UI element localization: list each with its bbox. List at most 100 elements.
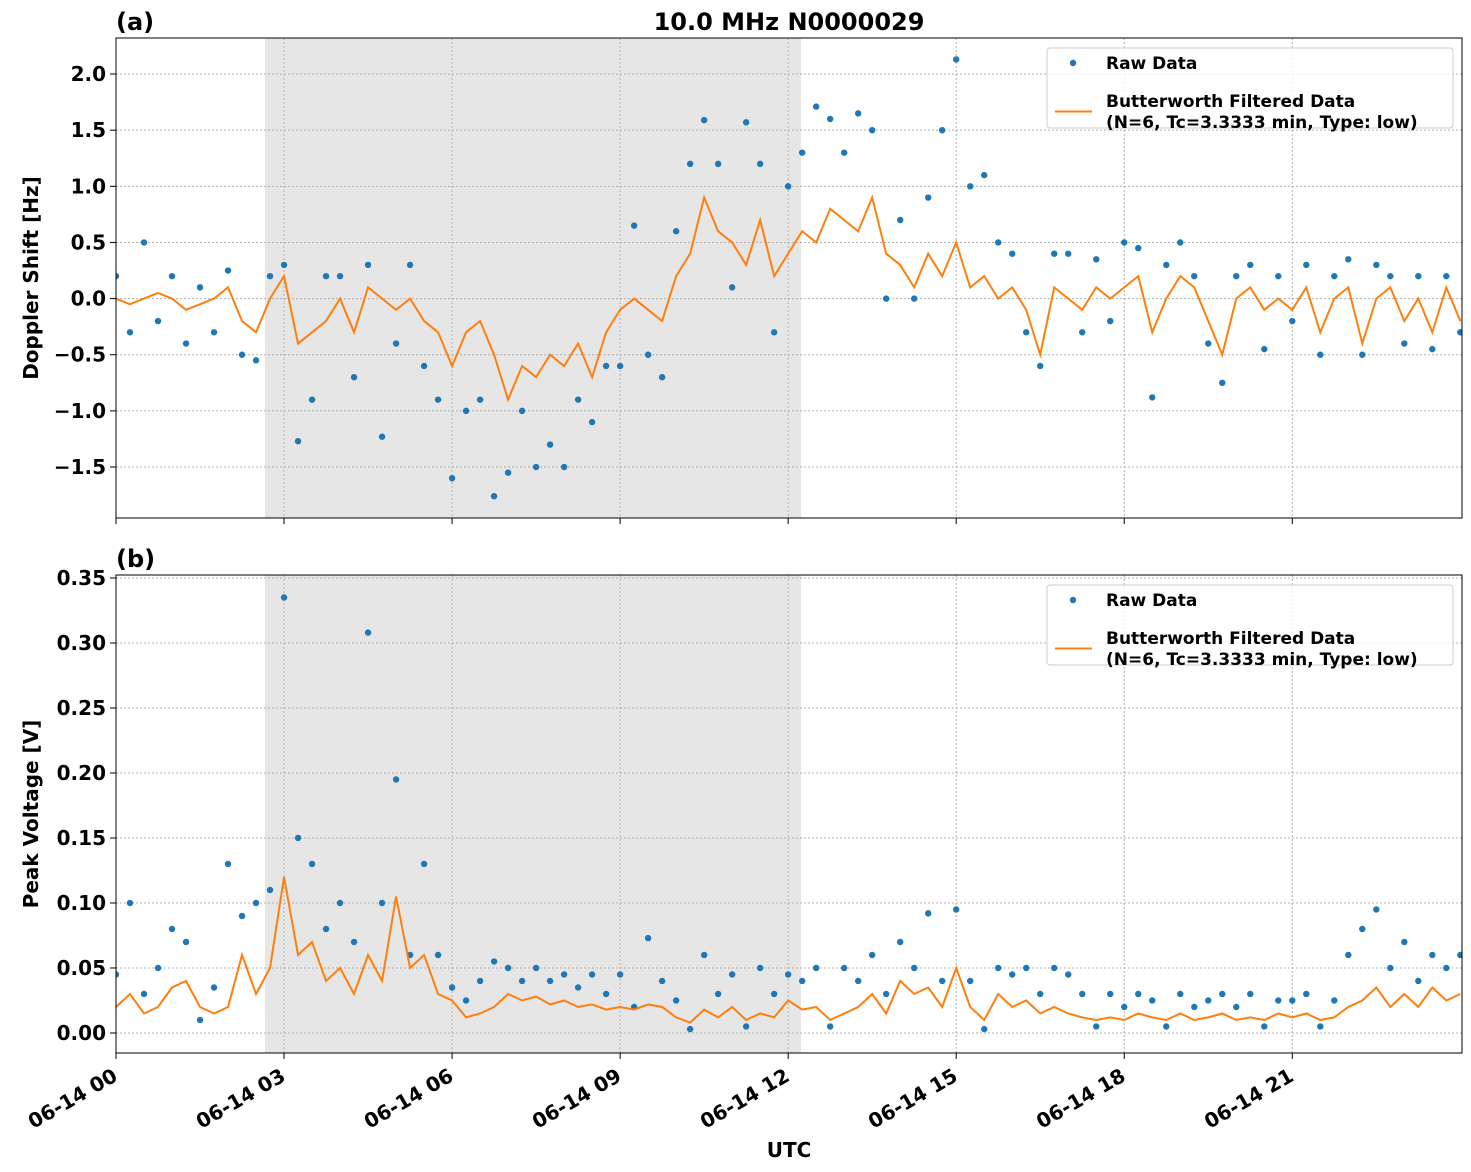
raw-point xyxy=(1317,1023,1324,1030)
raw-point xyxy=(658,374,666,381)
raw-point xyxy=(981,171,988,179)
panel-label: (a) xyxy=(116,8,154,36)
raw-point xyxy=(868,951,876,959)
raw-point xyxy=(1009,250,1016,257)
raw-point xyxy=(1317,351,1324,358)
y-tick-label: 0.35 xyxy=(57,566,106,590)
raw-point xyxy=(294,438,302,445)
raw-point xyxy=(1191,272,1198,280)
raw-point xyxy=(1023,964,1030,972)
raw-point xyxy=(1247,990,1254,998)
raw-point xyxy=(1247,261,1254,269)
axes-frame xyxy=(115,574,1463,1054)
raw-point xyxy=(1345,951,1352,959)
raw-point xyxy=(364,629,372,636)
raw-point xyxy=(210,984,218,991)
raw-point xyxy=(1177,990,1184,998)
raw-point xyxy=(280,261,288,269)
raw-point xyxy=(1219,379,1226,387)
raw-point xyxy=(981,1025,988,1033)
raw-point xyxy=(854,977,862,985)
raw-point xyxy=(182,340,190,347)
raw-point xyxy=(1443,272,1450,280)
raw-point xyxy=(560,971,568,978)
raw-point xyxy=(140,239,148,246)
y-tick-label: 0.10 xyxy=(57,891,106,915)
raw-point xyxy=(574,396,582,403)
legend: Raw Data Butterworth Filtered Data (N=6, T… xyxy=(1046,47,1454,133)
raw-point xyxy=(308,396,316,403)
raw-point xyxy=(1415,272,1422,280)
raw-point xyxy=(1079,329,1086,336)
raw-point xyxy=(224,267,232,274)
legend-label: Raw Data xyxy=(1106,54,1197,74)
y-axis-label: Doppler Shift [Hz] xyxy=(19,176,43,380)
raw-point xyxy=(1429,951,1436,959)
raw-point xyxy=(826,1023,834,1030)
raw-point xyxy=(1149,394,1156,401)
raw-point xyxy=(1135,990,1142,998)
raw-point xyxy=(476,977,484,985)
raw-point xyxy=(1163,1023,1170,1030)
raw-point xyxy=(210,329,218,336)
raw-point xyxy=(1107,990,1114,998)
raw-point xyxy=(116,272,120,280)
raw-point xyxy=(658,977,666,985)
legend-label-line: Raw Data xyxy=(1106,54,1197,74)
raw-point xyxy=(238,351,246,358)
raw-point xyxy=(1163,261,1170,269)
raw-point xyxy=(1331,997,1338,1004)
raw-point xyxy=(336,899,344,907)
raw-point xyxy=(336,272,344,280)
raw-point xyxy=(504,964,512,972)
raw-point xyxy=(1401,340,1408,347)
raw-point xyxy=(1177,239,1184,246)
legend-marker xyxy=(1069,59,1077,67)
raw-point xyxy=(1261,1023,1268,1030)
raw-point xyxy=(546,441,554,448)
raw-point xyxy=(294,834,302,842)
raw-point xyxy=(1275,272,1282,280)
raw-point xyxy=(490,958,498,965)
raw-point xyxy=(1051,964,1058,972)
raw-point xyxy=(126,329,134,336)
raw-point xyxy=(700,116,708,124)
raw-point xyxy=(1345,256,1352,263)
raw-point xyxy=(280,594,288,601)
raw-point xyxy=(1373,906,1380,913)
raw-point xyxy=(266,886,274,894)
raw-point xyxy=(910,295,918,302)
raw-point xyxy=(812,964,820,972)
raw-point xyxy=(154,964,162,972)
raw-point xyxy=(588,971,596,978)
raw-point xyxy=(434,951,442,959)
raw-point xyxy=(756,160,764,168)
raw-point xyxy=(910,964,918,972)
raw-point xyxy=(995,239,1002,246)
raw-point xyxy=(252,899,260,907)
y-tick-label: 0.00 xyxy=(57,1021,106,1045)
raw-point xyxy=(924,194,932,201)
filtered-line xyxy=(116,876,1461,1024)
raw-point xyxy=(238,912,246,920)
raw-point xyxy=(392,340,400,347)
raw-point xyxy=(812,103,820,110)
raw-point xyxy=(952,56,960,63)
raw-point xyxy=(224,860,232,868)
raw-point xyxy=(616,362,624,370)
raw-point xyxy=(490,493,498,500)
raw-point xyxy=(728,971,736,978)
raw-point xyxy=(770,990,778,998)
x-axis-label: UTC xyxy=(767,1138,812,1162)
raw-point xyxy=(1219,990,1226,998)
raw-point xyxy=(924,910,932,917)
raw-point xyxy=(462,407,470,415)
raw-point xyxy=(798,977,806,985)
raw-point xyxy=(1191,1003,1198,1011)
raw-point xyxy=(784,183,792,190)
raw-point xyxy=(686,160,694,168)
raw-point xyxy=(798,149,806,156)
raw-point xyxy=(476,396,484,403)
plot-area xyxy=(116,594,1462,1033)
